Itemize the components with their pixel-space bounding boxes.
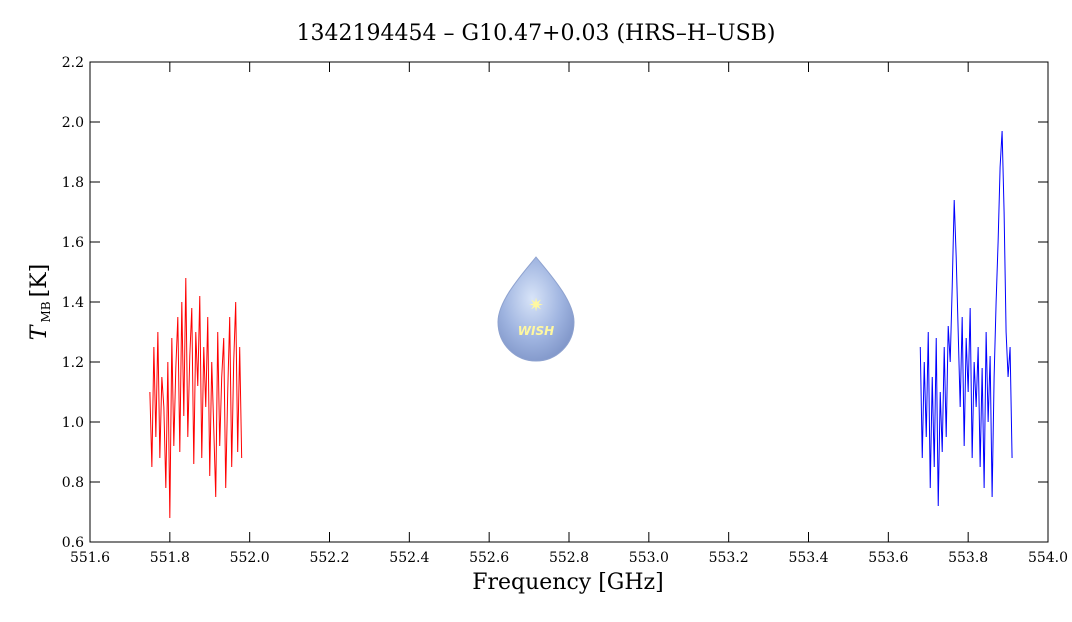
y-tick-label: 1.2 <box>62 355 84 371</box>
x-tick-label: 552.6 <box>469 550 509 566</box>
y-tick-label: 0.6 <box>62 535 84 551</box>
x-tick-label: 554.0 <box>1028 550 1068 566</box>
x-tick-label: 553.2 <box>709 550 749 566</box>
y-axis-label: TMB [K] <box>27 264 53 340</box>
chart-title: 1342194454 – G10.47+0.03 (HRS–H–USB) <box>297 21 776 46</box>
x-tick-label: 551.6 <box>70 550 110 566</box>
x-tick-label: 551.8 <box>150 550 190 566</box>
y-subscript: MB <box>39 301 53 322</box>
y-tick-label: 2.2 <box>62 55 84 71</box>
x-tick-label: 553.8 <box>948 550 988 566</box>
y-tick-label: 2.0 <box>62 115 84 131</box>
y-tick-label: 1.6 <box>62 235 84 251</box>
y-symbol: T <box>27 323 52 340</box>
x-tick-label: 552.8 <box>549 550 589 566</box>
x-tick-label: 553.0 <box>629 550 669 566</box>
logo: ✷ WISH <box>497 256 575 362</box>
logo-star: ✷ <box>528 295 543 316</box>
x-tick-label: 552.2 <box>309 550 349 566</box>
spectrum-line <box>149 277 243 519</box>
y-tick-label: 1.0 <box>62 415 84 431</box>
x-tick-label: 553.6 <box>868 550 908 566</box>
y-tick-label: 1.4 <box>62 295 84 311</box>
x-axis-label: Frequency [GHz] <box>472 570 664 595</box>
logo-text: WISH <box>518 324 554 338</box>
x-tick-label: 553.4 <box>788 550 828 566</box>
y-axis-label-text: TMB [K] <box>27 264 53 340</box>
spectrum-line <box>919 130 1013 507</box>
y-unit: [K] <box>27 264 52 298</box>
logo-drop <box>497 256 575 362</box>
plot-area <box>149 130 1013 519</box>
x-tick-label: 552.0 <box>230 550 270 566</box>
y-tick-label: 0.8 <box>62 475 84 491</box>
x-tick-label: 552.4 <box>389 550 429 566</box>
y-tick-label: 1.8 <box>62 175 84 191</box>
